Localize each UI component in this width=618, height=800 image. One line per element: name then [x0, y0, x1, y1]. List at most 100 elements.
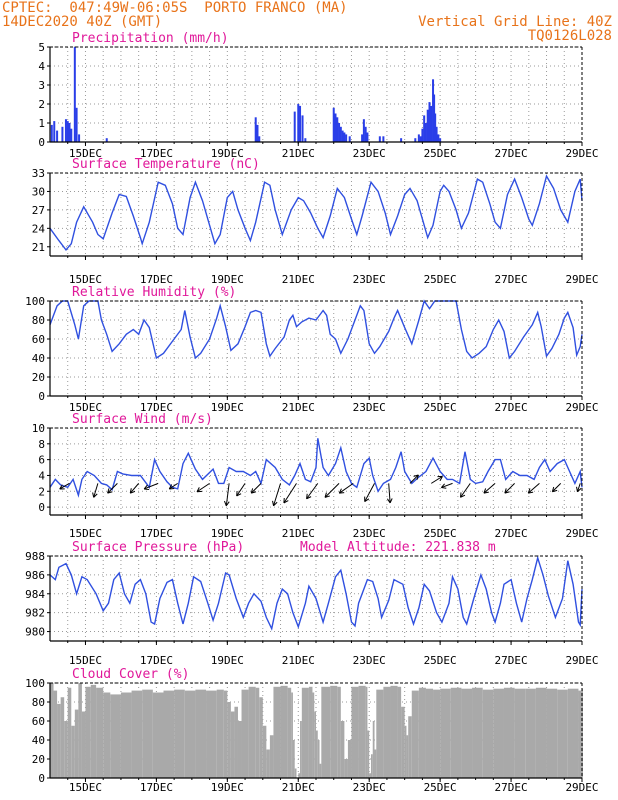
cloud-bar [433, 689, 441, 778]
cloud-bar [266, 749, 270, 778]
cloud-bar [418, 687, 426, 778]
x-tick-label: 21DEC [282, 401, 315, 414]
x-tick-label: 27DEC [495, 273, 528, 286]
precip-bar [423, 115, 426, 142]
wind-arrow-head [59, 484, 65, 490]
y-tick-label: 80 [32, 314, 45, 327]
panel-title: Surface Pressure (hPa) [72, 540, 244, 555]
y-tick-label: 40 [32, 352, 45, 365]
wind-arrow [431, 475, 443, 484]
cloud-bar [319, 763, 322, 778]
cloud-bar [259, 697, 263, 778]
wind-arrow [338, 482, 354, 494]
x-tick-label: 23DEC [353, 654, 386, 667]
x-tick-label: 29DEC [565, 401, 598, 414]
x-tick-label: 29DEC [565, 273, 598, 286]
cloud-bar [291, 692, 293, 778]
x-tick-label: 17DEC [140, 273, 173, 286]
y-tick-label: 33 [32, 167, 45, 180]
wind-arrow [409, 474, 419, 484]
header-run-id: TQ0126L028 [527, 28, 612, 44]
panel-3: 0 20 40 60 80 100 15DEC 17DEC 19DEC 21DEC 23DEC 25D… [25, 285, 598, 414]
precip-bar [70, 128, 73, 142]
wind-arrow-head [272, 500, 278, 507]
wind-arrow [504, 483, 515, 494]
cloud-bar [314, 711, 316, 778]
cloud-bar [78, 683, 82, 778]
precip-bar [332, 107, 335, 142]
x-tick-label: 15DEC [69, 401, 102, 414]
cloud-bar [74, 709, 79, 778]
x-tick-label: 21DEC [282, 781, 315, 794]
x-tick-label: 15DEC [69, 527, 102, 540]
x-tick-label: 19DEC [211, 147, 244, 160]
y-tick-label: 4 [38, 60, 45, 73]
y-tick-label: 100 [25, 295, 45, 308]
wind-arrow-head [483, 488, 489, 494]
y-tick-label: 8 [38, 438, 45, 451]
x-tick-label: 21DEC [282, 147, 315, 160]
y-tick-label: 80 [32, 696, 45, 709]
x-tick-label: 19DEC [211, 654, 244, 667]
series-line [49, 299, 583, 360]
cloud-bar [131, 690, 143, 778]
y-tick-label: 60 [32, 333, 45, 346]
wind-arrow [441, 482, 453, 489]
wind-arrow [93, 483, 99, 498]
x-tick-label: 17DEC [140, 654, 173, 667]
cloud-bar [347, 740, 352, 778]
cloud-bar [120, 692, 132, 778]
cloud-bar [50, 683, 54, 778]
y-tick-label: 0 [38, 390, 45, 403]
precip-bar [419, 136, 422, 142]
wind-arrow [283, 483, 297, 504]
precip-bar [75, 107, 78, 142]
wind-arrow-head [459, 492, 466, 498]
cloud-bar [67, 687, 72, 778]
x-tick-label: 23DEC [353, 781, 386, 794]
x-tick-label: 27DEC [495, 781, 528, 794]
cloud-bar [337, 686, 341, 778]
precip-bar [378, 136, 381, 142]
precip-bar [304, 138, 307, 142]
y-tick-label: 988 [25, 550, 45, 563]
wind-arrow [225, 483, 230, 506]
cloud-bar [294, 768, 297, 778]
precip-bar [432, 79, 435, 142]
cloud-bar [546, 688, 558, 778]
x-tick-label: 25DEC [424, 654, 457, 667]
precip-bar [299, 105, 302, 142]
cloud-bar [358, 685, 366, 778]
x-tick-label: 25DEC [424, 401, 457, 414]
cloud-bar [255, 687, 260, 778]
precip-bar [258, 136, 261, 142]
cloud-bar [273, 686, 281, 778]
cloud-bar [60, 697, 65, 778]
x-tick-label: 15DEC [69, 147, 102, 160]
wind-arrow [324, 483, 340, 498]
cloud-bar [248, 686, 256, 778]
y-tick-label: 30 [32, 185, 45, 198]
cloud-bar [317, 740, 320, 778]
wind-arrow [388, 483, 391, 503]
x-tick-label: 23DEC [353, 527, 386, 540]
wind-arrow-head [527, 488, 534, 494]
panel-title: Surface Wind (m/s) [72, 412, 213, 427]
x-tick-label: 15DEC [69, 273, 102, 286]
cloud-bar [312, 692, 315, 778]
series-line [49, 555, 583, 631]
cloud-bar [482, 689, 494, 778]
y-tick-label: 2 [38, 98, 45, 111]
wind-arrow [59, 482, 70, 490]
cloud-bar [195, 689, 207, 778]
precip-bar [348, 136, 351, 142]
y-tick-label: 10 [32, 422, 45, 435]
wind-arrow-head [437, 475, 443, 481]
cloud-bar [237, 721, 242, 778]
cloud-bar [535, 687, 547, 778]
wind-arrow-head [168, 484, 175, 490]
x-tick-label: 27DEC [495, 401, 528, 414]
header-grid-note: Vertical Grid Line: 40Z [418, 14, 612, 30]
wind-arrow-head [551, 486, 558, 493]
cloud-bar [408, 716, 412, 778]
